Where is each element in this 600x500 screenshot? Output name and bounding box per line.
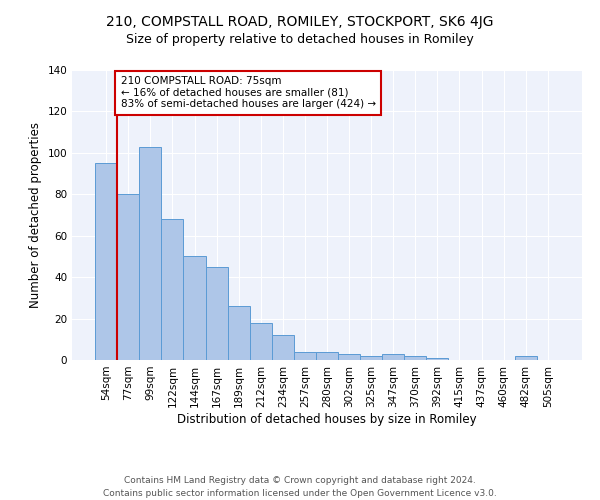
Bar bbox=[117, 194, 139, 360]
Bar bbox=[95, 163, 117, 360]
Bar bbox=[338, 354, 360, 360]
Bar bbox=[139, 146, 161, 360]
Y-axis label: Number of detached properties: Number of detached properties bbox=[29, 122, 42, 308]
Bar bbox=[161, 219, 184, 360]
X-axis label: Distribution of detached houses by size in Romiley: Distribution of detached houses by size … bbox=[177, 412, 477, 426]
Bar bbox=[427, 358, 448, 360]
Bar bbox=[272, 335, 294, 360]
Text: Contains public sector information licensed under the Open Government Licence v3: Contains public sector information licen… bbox=[103, 489, 497, 498]
Text: Contains HM Land Registry data © Crown copyright and database right 2024.: Contains HM Land Registry data © Crown c… bbox=[124, 476, 476, 485]
Bar bbox=[382, 354, 404, 360]
Bar bbox=[294, 352, 316, 360]
Bar bbox=[515, 356, 537, 360]
Text: Size of property relative to detached houses in Romiley: Size of property relative to detached ho… bbox=[126, 32, 474, 46]
Bar bbox=[404, 356, 427, 360]
Bar bbox=[316, 352, 338, 360]
Text: 210, COMPSTALL ROAD, ROMILEY, STOCKPORT, SK6 4JG: 210, COMPSTALL ROAD, ROMILEY, STOCKPORT,… bbox=[106, 15, 494, 29]
Bar bbox=[184, 256, 206, 360]
Bar bbox=[227, 306, 250, 360]
Bar bbox=[206, 267, 227, 360]
Bar bbox=[250, 322, 272, 360]
Text: 210 COMPSTALL ROAD: 75sqm
← 16% of detached houses are smaller (81)
83% of semi-: 210 COMPSTALL ROAD: 75sqm ← 16% of detac… bbox=[121, 76, 376, 110]
Bar bbox=[360, 356, 382, 360]
